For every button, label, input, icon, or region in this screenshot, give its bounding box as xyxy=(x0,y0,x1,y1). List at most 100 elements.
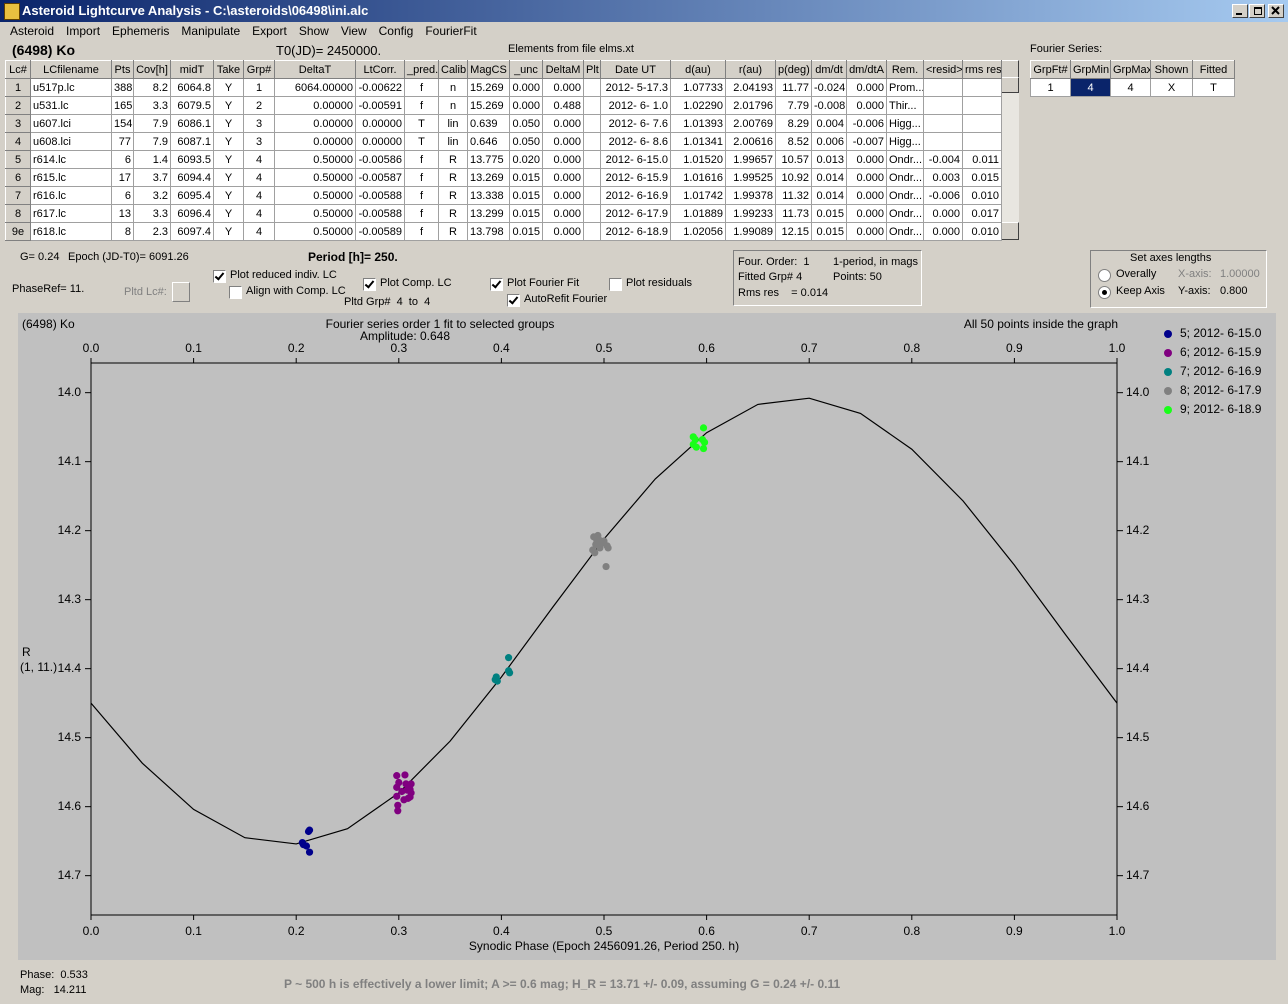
table-cell: 0.000 xyxy=(542,222,584,241)
table-cell: 0.050 xyxy=(509,132,543,151)
table-cell: 11.77 xyxy=(775,78,812,97)
table-row[interactable]: 7 r616.lc 6 3.2 6095.4 Y 4 0.50000 -0.00588 f R 13.… xyxy=(5,186,1002,205)
menu-item[interactable]: FourierFit xyxy=(425,24,477,38)
data-point xyxy=(591,549,599,557)
table-cell: 8.52 xyxy=(775,132,812,151)
table-cell xyxy=(583,204,601,223)
checkbox[interactable] xyxy=(490,278,503,291)
x-tick-label: 0.7 xyxy=(801,341,818,355)
fourier-label: Fourier Series: xyxy=(1030,43,1103,55)
table-cell: 8.2 xyxy=(133,78,171,97)
y-tick-label: 14.1 xyxy=(1126,454,1150,468)
chart-title: Fourier series order 1 fit to selected g… xyxy=(326,317,555,331)
menu-item[interactable]: Config xyxy=(378,24,414,38)
fit-curve xyxy=(90,397,1118,845)
axis-field-value: 0.800 xyxy=(1220,285,1248,297)
table-cell: 4 xyxy=(243,204,275,223)
table-cell: 0.015 xyxy=(811,222,847,241)
table-cell: 8.29 xyxy=(775,114,812,133)
minimize-button[interactable] xyxy=(1232,4,1248,18)
close-button[interactable] xyxy=(1268,4,1284,18)
header-row: Lc# LCfilename Pts Cov[h] midT Take Grp# DeltaT… xyxy=(5,60,1002,79)
elements-label: Elements from file elms.xt xyxy=(508,43,634,55)
column-header: rms res xyxy=(962,60,1002,79)
column-header: Calib. xyxy=(438,60,468,79)
checkbox-label: Align with Comp. LC xyxy=(246,285,346,297)
menu-item[interactable]: Export xyxy=(252,24,287,38)
table-cell: 4 xyxy=(243,150,275,169)
table-cell: -0.008 xyxy=(811,96,847,115)
table-cell: 3.3 xyxy=(133,96,171,115)
table-cell: f xyxy=(404,222,439,241)
column-header: LtCorr. xyxy=(355,60,405,79)
table-cell: 0.000 xyxy=(542,114,584,133)
table-cell xyxy=(923,132,963,151)
column-header: MagCS xyxy=(467,60,510,79)
table-cell: 3.3 xyxy=(133,204,171,223)
radio[interactable] xyxy=(1098,286,1111,299)
x-tick-label: 0.8 xyxy=(903,924,920,938)
menu-item[interactable]: Import xyxy=(66,24,101,38)
pltd-grp: Pltd Grp# 4 to 4 xyxy=(344,296,431,308)
table-cell: 0.020 xyxy=(509,150,543,169)
table-cell: 1.01742 xyxy=(670,186,726,205)
checkbox[interactable] xyxy=(609,278,622,291)
column-header: Lc# xyxy=(5,60,31,79)
y-tick-label: 14.4 xyxy=(58,661,82,675)
data-point xyxy=(504,654,513,662)
spinner[interactable] xyxy=(172,282,190,302)
table-cell: 0.000 xyxy=(509,96,543,115)
table-cell: 2.00769 xyxy=(725,114,776,133)
data-point xyxy=(401,771,409,779)
table-cell xyxy=(583,168,601,187)
restore-button[interactable] xyxy=(1249,4,1265,18)
scrollbar[interactable] xyxy=(1001,60,1019,240)
title-bar: Asteroid Lightcurve Analysis - C:\astero… xyxy=(0,0,1288,22)
table-cell: 0.000 xyxy=(923,222,963,241)
table-cell: 2.01796 xyxy=(725,96,776,115)
column-header: DeltaM xyxy=(542,60,584,79)
table-row[interactable]: 5 r614.lc 6 1.4 6093.5 Y 4 0.50000 -0.00586 f R 13.… xyxy=(5,150,1002,169)
table-cell: f xyxy=(404,78,439,97)
table-cell: 0.000 xyxy=(509,78,543,97)
table-cell: 0.50000 xyxy=(274,186,356,205)
table-cell: 1.99089 xyxy=(725,222,776,241)
table-cell: 0.50000 xyxy=(274,204,356,223)
menu-item[interactable]: Show xyxy=(298,24,329,38)
data-point xyxy=(393,772,401,780)
table-cell xyxy=(583,78,601,97)
data-point xyxy=(493,677,501,685)
table-row[interactable]: 2 u531.lc 165 3.3 6079.5 Y 2 0.00000 -0.00591 f n 1… xyxy=(5,96,1002,115)
table-cell: Y xyxy=(213,168,244,187)
menu-item[interactable]: Asteroid xyxy=(10,24,55,38)
table-cell: 4 xyxy=(243,168,275,187)
y-tick-label: 14.7 xyxy=(1126,868,1150,882)
table-cell: -0.00586 xyxy=(355,150,405,169)
table-cell: f xyxy=(404,168,439,187)
checkbox[interactable] xyxy=(229,286,242,299)
legend-marker xyxy=(1164,330,1172,338)
table-row[interactable]: 8 r617.lc 13 3.3 6096.4 Y 4 0.50000 -0.00588 f R 13… xyxy=(5,204,1002,223)
legend-label: 6; 2012- 6-15.9 xyxy=(1180,345,1262,359)
data-point xyxy=(700,438,709,446)
table-cell: 0.50000 xyxy=(274,150,356,169)
checkbox[interactable] xyxy=(507,294,520,307)
checkbox[interactable] xyxy=(363,278,376,291)
table-cell xyxy=(583,96,601,115)
table-row[interactable]: 9e r618.lc 8 2.3 6097.4 Y 4 0.50000 -0.00589 f R 13… xyxy=(5,222,1002,241)
menu-item[interactable]: Manipulate xyxy=(181,24,241,38)
table-row[interactable]: 6 r615.lc 17 3.7 6094.4 Y 4 0.50000 -0.00587 f R 13… xyxy=(5,168,1002,187)
menu-item[interactable]: View xyxy=(340,24,367,38)
menu-item[interactable]: Ephemeris xyxy=(112,24,170,38)
radio[interactable] xyxy=(1098,269,1111,282)
column-header: DeltaT xyxy=(274,60,356,79)
table-cell: 6087.1 xyxy=(170,132,214,151)
table-cell: Y xyxy=(213,96,244,115)
table-cell: 0.003 xyxy=(923,168,963,187)
table-cell: 2012- 5-17.3 xyxy=(600,78,671,97)
table-row[interactable]: 1 u517p.lc 388 8.2 6064.8 Y 1 6064.00000 -0.0062… xyxy=(5,78,1002,97)
checkbox[interactable] xyxy=(213,270,226,283)
